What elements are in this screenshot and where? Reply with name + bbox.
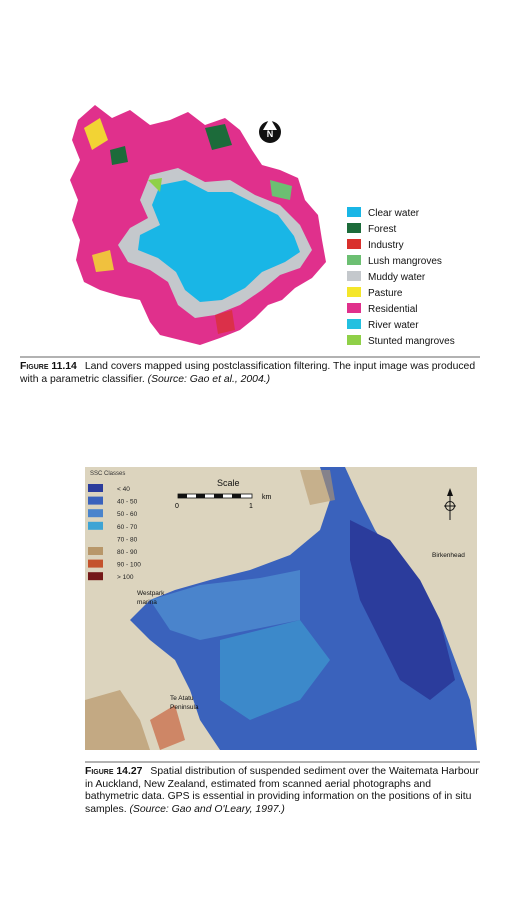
place-label: Te Atatu <box>170 695 194 702</box>
north-label: N <box>267 129 274 139</box>
legend-label: Stunted mangroves <box>368 336 455 347</box>
legend-swatch <box>347 335 361 345</box>
legend-label: Pasture <box>368 288 403 299</box>
legend-label: Industry <box>368 240 404 251</box>
legend-title: SSC Classes <box>90 471 125 477</box>
sediment-map <box>85 467 477 750</box>
legend-swatch <box>88 547 103 555</box>
caption-text: Land covers mapped using postclassificat… <box>20 361 476 385</box>
place-label: Birkenhead <box>432 552 465 559</box>
legend-label: River water <box>368 320 419 331</box>
place-label: marina <box>137 599 157 606</box>
scale-tick: 1 <box>249 503 253 510</box>
legend-swatch <box>347 287 361 297</box>
caption-text: Spatial distribution of suspended sedime… <box>85 766 479 815</box>
legend-label: 80 - 90 <box>117 549 138 556</box>
north-arrow <box>259 118 281 143</box>
legend-swatch <box>88 496 103 505</box>
scale-unit: km <box>262 494 272 501</box>
land-cover-map <box>70 105 326 345</box>
legend-label: Clear water <box>368 208 420 219</box>
legend-label: Residential <box>368 304 417 315</box>
legend-swatch <box>347 239 361 249</box>
legend-swatch <box>347 271 361 281</box>
legend-swatch <box>88 509 103 518</box>
legend-swatch <box>347 223 361 233</box>
legend-label: 40 - 50 <box>117 499 138 506</box>
legend-swatch <box>88 534 103 543</box>
legend-swatch <box>347 255 361 265</box>
legend-label: 70 - 80 <box>117 536 138 543</box>
legend-label: Muddy water <box>368 272 426 283</box>
legend: Clear water Forest Industry Lush mangroves M… <box>347 207 455 347</box>
caption-source: (Source: Gao et al., 2004.) <box>147 373 271 385</box>
figure-label: Figure 14.27 <box>85 766 143 777</box>
legend-label: Lush mangroves <box>368 256 442 267</box>
legend-label: Forest <box>368 224 397 235</box>
scale-tick: 0 <box>175 503 179 510</box>
legend-swatch <box>347 319 361 329</box>
legend-swatch <box>88 521 103 530</box>
caption: Figure 14.27 Spatial distribution of susp… <box>85 766 485 816</box>
legend-swatch <box>88 484 103 492</box>
place-label: Peninsula <box>170 704 199 711</box>
place-label: Westpark <box>137 590 165 597</box>
legend-swatch <box>88 559 103 568</box>
legend-label: 50 - 60 <box>117 511 138 518</box>
legend-label: < 40 <box>117 486 130 493</box>
place-labels: Birkenhead Westpark marina Te Atatu Peninsul… <box>137 552 465 711</box>
figure-label: Figure 11.14 <box>20 361 77 372</box>
legend-swatch <box>88 572 103 581</box>
scale-title: Scale <box>217 478 240 488</box>
legend-swatch <box>347 207 361 217</box>
caption: Figure 11.14 Land covers mapped using pos… <box>20 361 482 386</box>
north-symbol <box>444 488 456 520</box>
legend-label: 60 - 70 <box>117 524 138 531</box>
caption-source: (Source: Gao and O'Leary, 1997.) <box>129 803 285 815</box>
legend-label: > 100 <box>117 574 134 581</box>
ssc-legend: < 40 40 - 50 50 - 60 60 - 70 70 - 80 80 - 90 9… <box>88 484 141 581</box>
legend-swatch <box>347 303 361 313</box>
scale-bar <box>177 493 253 499</box>
legend-label: 90 - 100 <box>117 562 141 569</box>
